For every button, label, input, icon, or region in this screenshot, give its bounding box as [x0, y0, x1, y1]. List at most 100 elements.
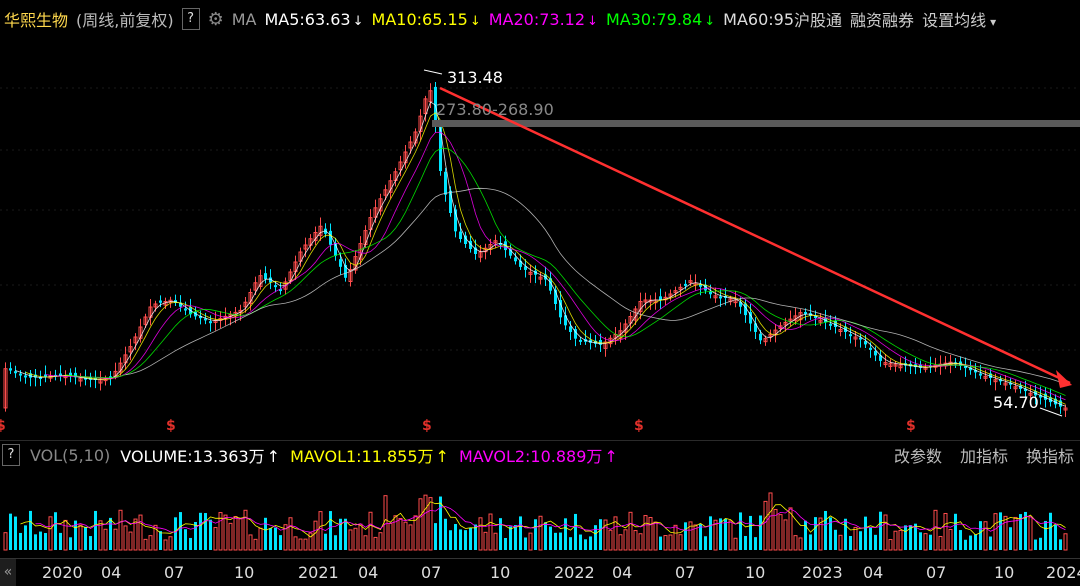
axis-tick: 2021 — [298, 563, 339, 582]
volume-bar — [618, 534, 623, 551]
gear-icon[interactable]: ⚙ — [207, 8, 224, 30]
mavol1-value: MAVOL1:11.855万 ↑ — [290, 447, 449, 466]
ma-line — [65, 147, 1066, 396]
axis-tick: 10 — [490, 563, 511, 582]
candle-body — [713, 295, 718, 299]
volume-bar — [1003, 515, 1008, 551]
volume-bar — [143, 538, 148, 551]
volume-bar — [383, 495, 388, 551]
volume-bar — [613, 516, 618, 551]
event-marker[interactable]: $ — [634, 418, 644, 434]
volume-bar — [388, 522, 393, 551]
volume-bar — [959, 530, 962, 550]
candle-body — [74, 372, 77, 378]
candle-body — [153, 303, 158, 308]
candle-body — [184, 308, 187, 311]
volume-bar — [798, 537, 803, 551]
volume-bar — [579, 534, 582, 550]
candle-body — [519, 260, 522, 267]
stock-name[interactable]: 华熙生物 — [4, 11, 69, 30]
volume-bar — [668, 534, 673, 551]
volume-bar — [948, 529, 953, 551]
candle-body — [274, 285, 277, 288]
event-marker[interactable]: $ — [0, 418, 6, 434]
candle-body — [684, 283, 687, 286]
volume-bar — [19, 532, 22, 550]
candle-body — [84, 377, 87, 380]
volume-bar — [793, 535, 798, 551]
volume-bar — [1054, 524, 1057, 550]
event-marker[interactable]: $ — [422, 418, 432, 434]
volume-bar — [623, 529, 628, 551]
volume-bar — [128, 531, 133, 551]
volume-bar — [168, 536, 173, 551]
scroll-left-button[interactable]: « — [0, 559, 16, 586]
candle-body — [373, 207, 378, 218]
candle-body — [464, 235, 467, 244]
candle-body — [768, 333, 773, 337]
volume-bar — [213, 527, 218, 551]
hk-connect-link[interactable]: 沪股通 — [794, 11, 843, 30]
period-label[interactable]: (周线,前复权) — [76, 11, 174, 30]
volume-bar — [643, 515, 648, 551]
volume-bar — [408, 524, 413, 551]
volume-bar — [24, 525, 27, 550]
margin-trading-link[interactable]: 融资融券 — [850, 11, 915, 30]
volume-bar — [29, 510, 32, 550]
volume-bar — [39, 531, 42, 550]
volume-bar — [373, 536, 378, 551]
volume-bar — [504, 537, 507, 550]
volume-bar — [914, 523, 917, 550]
candle-body — [709, 291, 712, 295]
ma-settings-button[interactable]: 设置均线 ▾ — [922, 11, 997, 30]
volume-bar — [773, 508, 778, 551]
volume-bar — [78, 524, 83, 551]
event-marker[interactable]: $ — [166, 418, 176, 434]
volume-bar — [148, 535, 153, 551]
candle-body — [673, 290, 678, 294]
vol-help-button[interactable]: ? — [2, 444, 20, 466]
candle-body — [974, 370, 977, 373]
axis-tick: 07 — [421, 563, 442, 582]
candle-body — [569, 326, 572, 332]
volume-bar — [363, 535, 368, 551]
volume-bar — [528, 532, 533, 551]
volume-bar — [194, 521, 197, 550]
volume-bar — [358, 523, 363, 551]
candle-body — [449, 190, 452, 213]
volume-bar — [89, 536, 92, 550]
volume-bar — [499, 518, 502, 550]
price-chart[interactable] — [0, 38, 1080, 558]
volume-bar — [983, 521, 988, 551]
candle-body — [749, 312, 752, 324]
volume-bar — [439, 496, 442, 550]
volume-bar — [184, 529, 187, 550]
add-indicator-button[interactable]: 加指标 — [959, 447, 1008, 466]
edit-params-button[interactable]: 改参数 — [893, 447, 942, 466]
volume-bar — [109, 517, 112, 550]
candle-body — [44, 374, 47, 377]
volume-bar — [34, 534, 37, 550]
candle-body — [344, 265, 347, 278]
candle-body — [638, 301, 643, 313]
volume-bar — [478, 517, 483, 551]
volume-bar — [768, 492, 773, 551]
volume-bar — [559, 532, 562, 550]
vol-indicator-label[interactable]: VOL(5,10) — [30, 445, 111, 465]
volume-bar — [418, 498, 423, 551]
candle-body — [383, 189, 388, 196]
volume-bar — [94, 510, 97, 550]
help-button[interactable]: ? — [181, 8, 200, 30]
volume-bar — [48, 516, 53, 551]
event-marker[interactable]: $ — [906, 418, 916, 434]
switch-indicator-button[interactable]: 换指标 — [1025, 447, 1074, 466]
trend-arrow-head — [1056, 370, 1072, 388]
volume-bar — [474, 524, 477, 550]
moving-averages — [15, 101, 1066, 538]
volume-bar — [684, 522, 687, 550]
resistance-range-label: 273.80-268.90 — [436, 100, 554, 119]
candle-body — [744, 303, 747, 316]
volume-bar — [749, 515, 752, 550]
candle-body — [509, 249, 512, 256]
volume-bar — [904, 525, 907, 550]
